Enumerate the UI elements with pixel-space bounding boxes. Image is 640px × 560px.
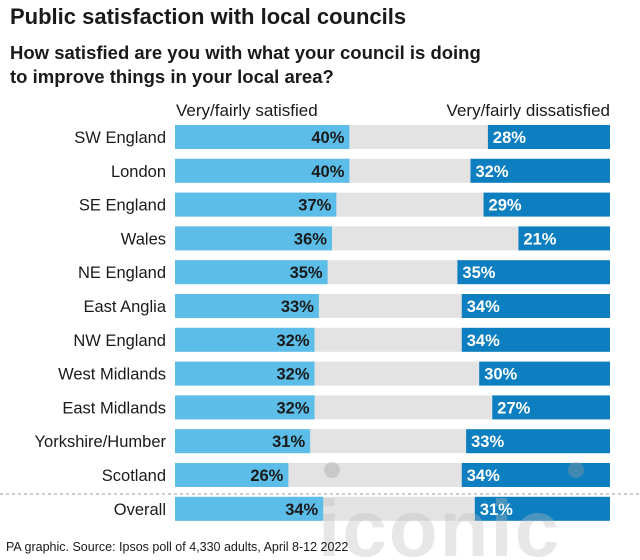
category-label: West Midlands <box>58 366 166 384</box>
watermark-text: iconic <box>318 484 561 560</box>
category-label: East Anglia <box>83 298 166 316</box>
category-label: London <box>111 163 166 181</box>
bar-satisfied <box>175 294 319 318</box>
value-label-satisfied: 36% <box>294 230 327 248</box>
source-note: PA graphic. Source: Ipsos poll of 4,330 … <box>6 540 348 554</box>
value-label-dissatisfied: 29% <box>489 197 522 215</box>
chart-title: Public satisfaction with local councils <box>10 4 406 29</box>
bar-dissatisfied <box>474 496 610 521</box>
chart-subtitle-line-1: How satisfied are you with what your cou… <box>10 42 481 63</box>
legend-dissatisfied: Very/fairly dissatisfied <box>447 101 610 120</box>
value-label-satisfied: 40% <box>311 129 344 147</box>
bar-dissatisfied <box>457 260 610 285</box>
category-label: SW England <box>74 129 166 147</box>
watermark-dot-1 <box>324 462 340 478</box>
value-label-dissatisfied: 30% <box>484 366 517 384</box>
bar-dissatisfied <box>487 125 610 149</box>
bar-rows: SW England 40% 28% London 40% 32% SE England 37… <box>35 125 610 521</box>
bar-dissatisfied <box>479 361 610 386</box>
bar-satisfied <box>175 429 311 454</box>
bar-dissatisfied <box>470 158 610 183</box>
category-label: Wales <box>121 230 166 248</box>
category-label: East Midlands <box>62 399 166 417</box>
value-label-dissatisfied: 31% <box>480 501 513 519</box>
bar-satisfied <box>175 226 332 251</box>
bar-dissatisfied <box>483 192 610 217</box>
value-label-satisfied: 37% <box>298 197 331 215</box>
value-label-satisfied: 26% <box>250 467 283 485</box>
legend-satisfied: Very/fairly satisfied <box>176 101 318 120</box>
value-label-satisfied: 32% <box>276 332 309 350</box>
watermark-dot-2 <box>568 462 584 478</box>
value-label-dissatisfied: 32% <box>475 163 508 181</box>
bar-satisfied <box>175 260 328 285</box>
value-label-satisfied: 40% <box>311 163 344 181</box>
bar-dissatisfied <box>518 226 610 251</box>
value-label-satisfied: 31% <box>272 433 305 451</box>
bar-dissatisfied <box>461 294 610 318</box>
bar-satisfied <box>175 463 289 487</box>
category-label: NE England <box>78 264 166 282</box>
category-label: Overall <box>114 501 166 519</box>
bar-dissatisfied <box>461 327 610 352</box>
category-label: SE England <box>79 197 166 215</box>
value-label-dissatisfied: 27% <box>497 399 530 417</box>
category-label: Yorkshire/Humber <box>35 433 167 451</box>
bar-satisfied <box>175 158 350 183</box>
bar-satisfied <box>175 395 315 420</box>
value-label-satisfied: 35% <box>290 264 323 282</box>
value-label-satisfied: 33% <box>281 298 314 316</box>
value-label-dissatisfied: 34% <box>467 298 500 316</box>
value-label-dissatisfied: 28% <box>493 129 526 147</box>
bar-dissatisfied <box>492 395 610 420</box>
value-label-dissatisfied: 34% <box>467 332 500 350</box>
value-label-dissatisfied: 35% <box>462 264 495 282</box>
value-label-dissatisfied: 33% <box>471 433 504 451</box>
value-label-dissatisfied: 21% <box>523 230 556 248</box>
bar-satisfied <box>175 361 315 386</box>
chart-subtitle-line-2: to improve things in your local area? <box>10 66 334 87</box>
watermark: iconic <box>318 462 584 560</box>
bar-satisfied <box>175 327 315 352</box>
category-label: NW England <box>73 332 166 350</box>
value-label-satisfied: 34% <box>285 501 318 519</box>
bar-satisfied <box>175 496 324 521</box>
value-label-dissatisfied: 34% <box>467 467 500 485</box>
bar-satisfied <box>175 192 337 217</box>
category-label: Scotland <box>102 467 166 485</box>
bar-dissatisfied <box>461 463 610 487</box>
value-label-satisfied: 32% <box>276 366 309 384</box>
bar-dissatisfied <box>466 429 610 454</box>
value-label-satisfied: 32% <box>276 399 309 417</box>
bar-satisfied <box>175 125 350 149</box>
